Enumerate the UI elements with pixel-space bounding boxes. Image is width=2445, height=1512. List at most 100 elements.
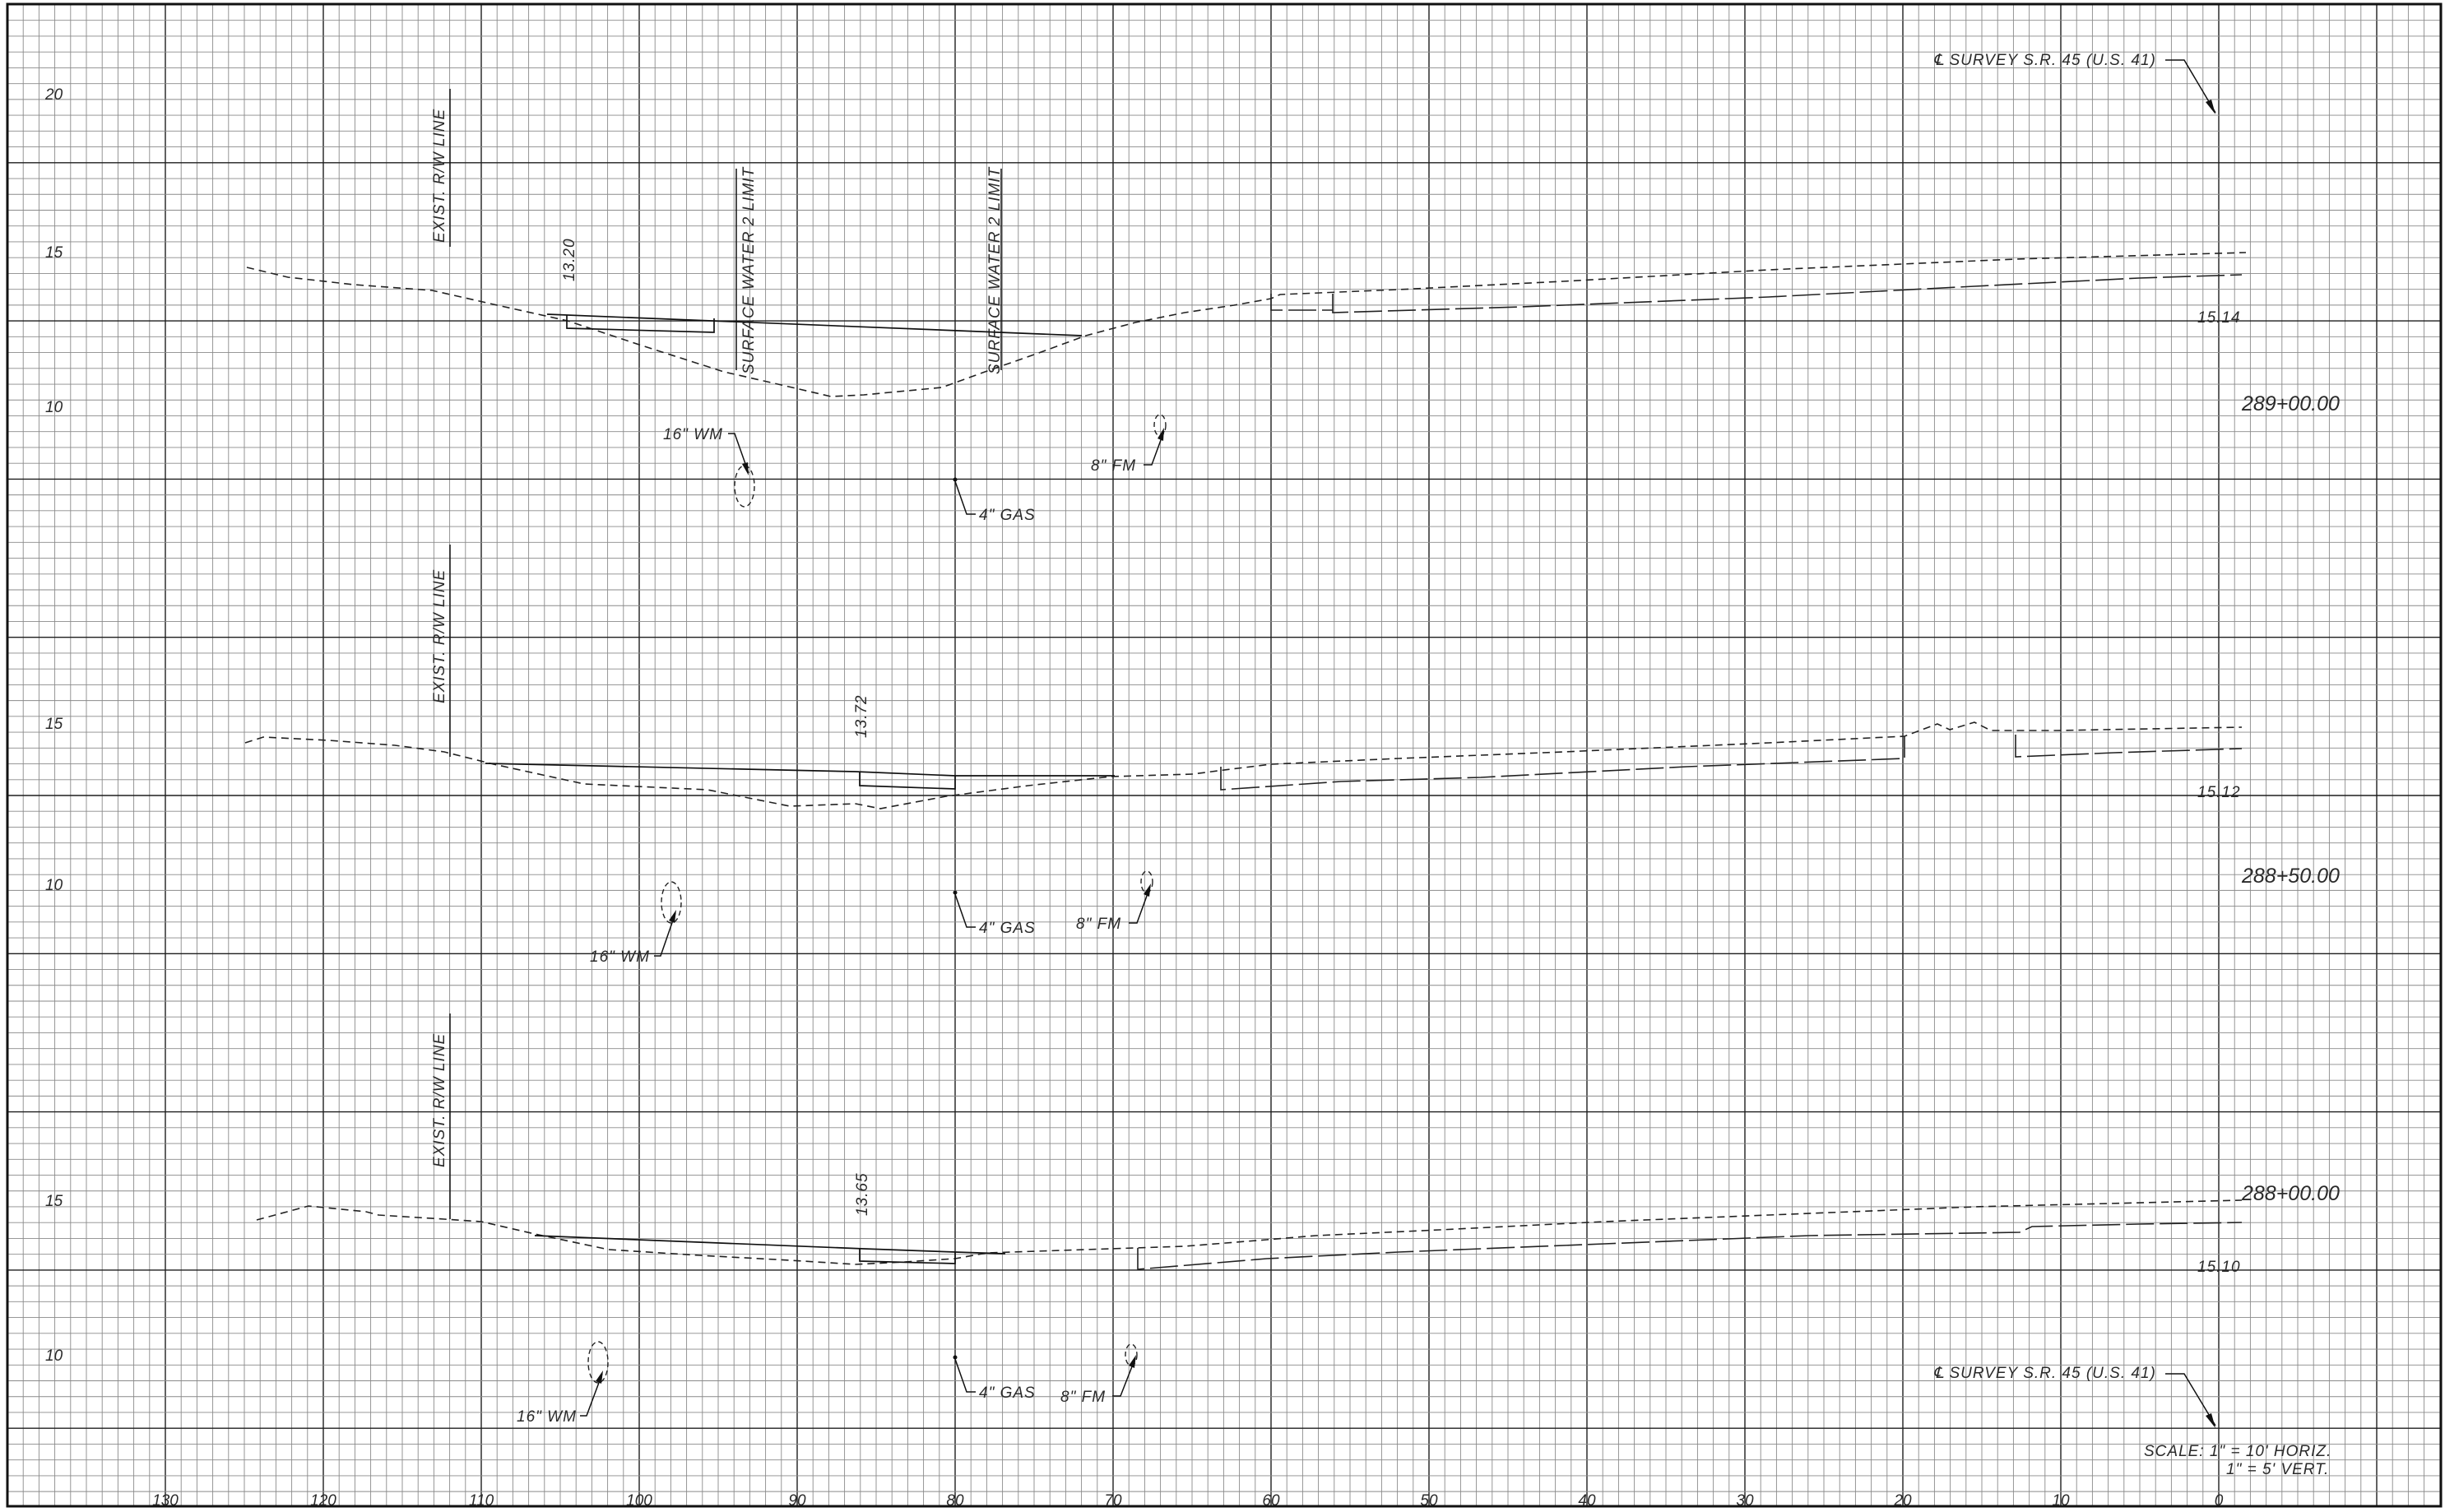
gas-main: 4" GAS — [953, 477, 1036, 524]
section-288-50: 288+50.00 15.12 EXIST. R/W LINE 13.72 16… — [244, 545, 2340, 966]
force-main-arrowhead — [1158, 428, 1164, 441]
survey-arrowhead — [2206, 1413, 2215, 1428]
water-main-leader — [580, 1373, 603, 1417]
water-main-arrowhead — [742, 462, 749, 475]
survey-arrowhead — [2206, 100, 2215, 114]
offset-tick-90: 90 — [788, 1492, 806, 1510]
offset-tick-80: 80 — [946, 1492, 964, 1510]
ditch-bottom-line — [534, 1235, 1006, 1255]
water-main-arrowhead — [669, 910, 676, 923]
ditch-notch — [566, 315, 715, 333]
row-line-label: EXIST. R/W LINE — [431, 1033, 448, 1167]
elevation-tick-15: 15 — [45, 244, 63, 262]
force-main-leader — [1144, 430, 1165, 466]
surface-water-limit-label: SURFACE WATER 2 LIMIT — [740, 166, 758, 374]
scale-line-2: 1" = 5' VERT. — [2226, 1461, 2329, 1478]
offset-tick-10: 10 — [2052, 1492, 2070, 1510]
gas-main-pipe — [953, 1355, 958, 1360]
force-main-arrowhead — [1144, 884, 1151, 897]
existing-ground-profile — [246, 252, 2247, 397]
force-main: 8" FM — [1076, 870, 1153, 933]
station-label: 288+00.00 — [2241, 1182, 2340, 1205]
water-main-label: 16" WM — [517, 1408, 577, 1426]
ditch-notch — [859, 1248, 956, 1264]
centerline-elevation: 15.12 — [2197, 784, 2241, 801]
elevation-tick-10: 10 — [45, 1347, 63, 1365]
offset-tick-110: 110 — [469, 1492, 494, 1510]
water-main-arrowhead — [596, 1371, 603, 1384]
offset-tick-30: 30 — [1736, 1492, 1754, 1510]
proposed-profile-centerline — [2015, 735, 2243, 758]
section-289-00: 289+00.00 15.14 EXIST. R/W LINE 13.20 SU… — [246, 89, 2340, 524]
proposed-profile-right — [1137, 1222, 2243, 1270]
offset-tick-100: 100 — [626, 1492, 652, 1510]
gas-main-label: 4" GAS — [979, 507, 1036, 524]
gas-main: 4" GAS — [953, 890, 1036, 937]
gas-main-leader — [954, 480, 976, 515]
offset-tick-0: 0 — [2215, 1492, 2224, 1510]
force-main-leader — [1112, 1357, 1136, 1397]
elevation-tick-20: 20 — [44, 86, 63, 104]
ditch-bottom-line — [546, 313, 1083, 336]
force-main: 8" FM — [1060, 1343, 1138, 1406]
section-288-00: 288+00.00 15.10 EXIST. R/W LINE 13.65 16… — [256, 1013, 2340, 1426]
ditch-elevation-label: 13.72 — [853, 694, 870, 738]
offset-tick-50: 50 — [1420, 1492, 1438, 1510]
survey-centerline-label: ℄ SURVEY S.R. 45 (U.S. 41) — [1933, 52, 2156, 69]
water-main: 16" WM — [517, 1341, 609, 1426]
ditch-notch — [859, 772, 956, 790]
scale-note: SCALE: 1" = 10' HORIZ. 1" = 5' VERT. — [2144, 1443, 2331, 1478]
gas-main-pipe — [953, 477, 958, 482]
row-line-label: EXIST. R/W LINE — [431, 569, 448, 703]
ditch-elevation-label: 13.65 — [854, 1172, 871, 1216]
ditch-elevation-label: 13.20 — [561, 238, 578, 281]
elevation-tick-10: 10 — [45, 399, 63, 416]
offset-tick-120: 120 — [310, 1492, 336, 1510]
proposed-profile-right — [1270, 274, 2243, 313]
station-label: 289+00.00 — [2241, 392, 2340, 415]
proposed-profile-right — [1220, 736, 1905, 791]
elevation-tick-10: 10 — [45, 877, 63, 894]
force-main-label: 8" FM — [1076, 916, 1121, 933]
water-main-label: 16" WM — [590, 948, 650, 966]
gas-main: 4" GAS — [953, 1355, 1036, 1402]
water-main: 16" WM — [663, 426, 755, 508]
offset-tick-130: 130 — [152, 1492, 179, 1510]
gas-main-pipe — [953, 890, 958, 895]
elevation-tick-15: 15 — [45, 1193, 63, 1210]
offset-tick-60: 60 — [1262, 1492, 1280, 1510]
offset-tick-20: 20 — [1893, 1492, 1912, 1510]
water-main-pipe — [734, 465, 755, 508]
water-main-leader — [728, 433, 749, 474]
scale-line-1: SCALE: 1" = 10' HORIZ. — [2144, 1443, 2331, 1460]
station-label: 288+50.00 — [2241, 865, 2340, 888]
water-main-pipe — [661, 881, 682, 924]
water-main-pipe — [587, 1341, 609, 1384]
ditch-bottom-line — [485, 763, 1115, 777]
offset-tick-40: 40 — [1578, 1492, 1596, 1510]
force-main-label: 8" FM — [1091, 457, 1136, 475]
elevation-tick-15: 15 — [45, 716, 63, 733]
survey-label-top: ℄ SURVEY S.R. 45 (U.S. 41) — [1933, 52, 2216, 114]
gas-main-label: 4" GAS — [979, 920, 1036, 937]
offset-axis: 130 120 110 100 90 80 70 60 50 40 30 20 … — [152, 1492, 2224, 1510]
surface-water-limit-label: SURFACE WATER 2 LIMIT — [986, 166, 1004, 374]
force-main-label: 8" FM — [1060, 1389, 1106, 1406]
grid — [7, 3, 2441, 1506]
force-main-leader — [1129, 886, 1151, 924]
centerline-elevation: 15.10 — [2197, 1259, 2241, 1276]
water-main: 16" WM — [590, 881, 682, 966]
sheet-border — [6, 2, 2443, 1508]
water-main-label: 16" WM — [663, 426, 723, 443]
gas-main-leader — [954, 1358, 976, 1393]
elevation-axis: 20 15 10 15 10 15 10 — [44, 86, 63, 1365]
row-line-label: EXIST. R/W LINE — [431, 109, 448, 243]
survey-label-bottom: ℄ SURVEY S.R. 45 (U.S. 41) — [1933, 1365, 2216, 1428]
force-main-arrowhead — [1129, 1355, 1136, 1368]
gas-main-label: 4" GAS — [979, 1384, 1036, 1402]
gas-main-leader — [954, 893, 976, 928]
centerline-elevation: 15.14 — [2197, 309, 2241, 327]
survey-centerline-label: ℄ SURVEY S.R. 45 (U.S. 41) — [1933, 1365, 2156, 1382]
